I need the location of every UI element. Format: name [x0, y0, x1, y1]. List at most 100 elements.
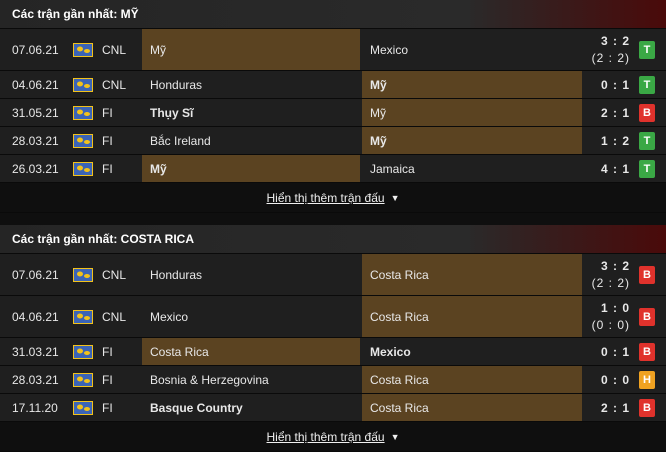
match-score[interactable]: 0 : 1: [582, 338, 632, 365]
full-time-score: 4 : 1: [600, 161, 630, 176]
full-time-score: 0 : 1: [600, 77, 630, 92]
match-row[interactable]: 17.11.20 FI Basque Country Costa Rica 2 …: [0, 394, 666, 422]
world-flag-icon: [72, 254, 94, 295]
league-code: FI: [102, 400, 113, 415]
league-code: FI: [102, 133, 113, 148]
result-badge: B: [639, 342, 655, 361]
match-row[interactable]: 28.03.21 FI Bắc Ireland Mỹ 1 : 2 T: [0, 127, 666, 155]
away-team[interactable]: Jamaica: [370, 161, 415, 176]
match-row[interactable]: 31.03.21 FI Costa Rica Mexico 0 : 1 B: [0, 338, 666, 366]
home-team[interactable]: Bắc Ireland: [150, 133, 211, 148]
home-team[interactable]: Bosnia & Herzegovina: [150, 372, 269, 387]
match-date: 26.03.21: [12, 161, 59, 176]
match-score[interactable]: 2 : 1: [582, 394, 632, 421]
caret-down-icon[interactable]: ▼: [390, 192, 400, 203]
home-team[interactable]: Basque Country: [150, 400, 243, 415]
league-code: CNL: [102, 309, 127, 324]
league-code: FI: [102, 161, 113, 176]
away-team[interactable]: Costa Rica: [362, 254, 582, 295]
show-more-link[interactable]: Hiển thị thêm trận đấu: [266, 190, 385, 205]
full-time-score: 0 : 0: [600, 372, 630, 387]
match-row[interactable]: 04.06.21 CNL Mexico Costa Rica 1 : 0 (0 …: [0, 296, 666, 338]
match-score[interactable]: 3 : 2 (2 : 2): [582, 29, 632, 70]
section-title: Các trận gần nhất: MỸ: [0, 0, 666, 29]
away-team[interactable]: Mexico: [370, 344, 411, 359]
match-score[interactable]: 4 : 1: [582, 155, 632, 182]
world-flag-icon: [72, 127, 94, 154]
half-time-score: (2 : 2): [591, 51, 630, 65]
match-date: 31.03.21: [12, 344, 59, 359]
match-date: 07.06.21: [12, 42, 59, 57]
match-date: 28.03.21: [12, 372, 59, 387]
full-time-score: 1 : 2: [600, 133, 630, 148]
home-team[interactable]: Costa Rica: [142, 338, 360, 365]
world-flag-icon: [72, 29, 94, 70]
full-time-score: 1 : 0: [600, 301, 630, 315]
show-more-link[interactable]: Hiển thị thêm trận đấu: [266, 429, 385, 444]
result-badge: T: [639, 75, 655, 94]
home-team[interactable]: Mỹ: [142, 29, 360, 70]
match-score[interactable]: 3 : 2 (2 : 2): [582, 254, 632, 295]
world-flag-icon: [72, 296, 94, 337]
away-team[interactable]: Mexico: [370, 42, 409, 57]
match-score[interactable]: 2 : 1: [582, 99, 632, 126]
league-code: FI: [102, 344, 113, 359]
match-date: 17.11.20: [12, 400, 58, 415]
caret-down-icon[interactable]: ▼: [390, 431, 400, 442]
world-flag-icon: [72, 338, 94, 365]
show-more: Hiển thị thêm trận đấu ▼: [0, 183, 666, 213]
match-date: 28.03.21: [12, 133, 59, 148]
world-flag-icon: [72, 394, 94, 421]
match-row[interactable]: 07.06.21 CNL Mỹ Mexico 3 : 2 (2 : 2) T: [0, 29, 666, 71]
home-team[interactable]: Thụy Sĩ: [150, 105, 194, 120]
match-date: 04.06.21: [12, 77, 59, 92]
league-code: FI: [102, 372, 113, 387]
section-title: Các trận gần nhất: COSTA RICA: [0, 225, 666, 254]
show-more: Hiển thị thêm trận đấu ▼: [0, 422, 666, 452]
match-row[interactable]: 04.06.21 CNL Honduras Mỹ 0 : 1 T: [0, 71, 666, 99]
result-badge: T: [639, 131, 655, 150]
result-badge: B: [639, 103, 655, 122]
league-code: FI: [102, 105, 113, 120]
match-score[interactable]: 0 : 0: [582, 366, 632, 393]
world-flag-icon: [72, 155, 94, 182]
away-team[interactable]: Mỹ: [362, 99, 582, 126]
home-team[interactable]: Mexico: [150, 309, 189, 324]
match-row[interactable]: 31.05.21 FI Thụy Sĩ Mỹ 2 : 1 B: [0, 99, 666, 127]
match-row[interactable]: 26.03.21 FI Mỹ Jamaica 4 : 1 T: [0, 155, 666, 183]
away-team[interactable]: Costa Rica: [362, 296, 582, 337]
full-time-score: 3 : 2: [600, 34, 630, 48]
home-team[interactable]: Honduras: [150, 77, 203, 92]
half-time-score: (2 : 2): [591, 276, 630, 290]
match-row[interactable]: 28.03.21 FI Bosnia & Herzegovina Costa R…: [0, 366, 666, 394]
league-code: CNL: [102, 42, 127, 57]
home-team[interactable]: Honduras: [150, 267, 203, 282]
result-badge: B: [639, 398, 655, 417]
away-team[interactable]: Mỹ: [362, 127, 582, 154]
match-score[interactable]: 1 : 0 (0 : 0): [582, 296, 632, 337]
full-time-score: 0 : 1: [600, 344, 630, 359]
match-date: 04.06.21: [12, 309, 59, 324]
match-score[interactable]: 0 : 1: [582, 71, 632, 98]
result-badge: T: [639, 40, 655, 59]
match-row[interactable]: 07.06.21 CNL Honduras Costa Rica 3 : 2 (…: [0, 254, 666, 296]
result-badge: H: [639, 370, 655, 389]
away-team[interactable]: Costa Rica: [362, 394, 582, 421]
result-badge: B: [639, 265, 655, 284]
league-code: CNL: [102, 267, 127, 282]
result-badge: T: [639, 159, 655, 178]
match-score[interactable]: 1 : 2: [582, 127, 632, 154]
full-time-score: 2 : 1: [600, 105, 630, 120]
world-flag-icon: [72, 366, 94, 393]
full-time-score: 2 : 1: [600, 400, 630, 415]
match-date: 07.06.21: [12, 267, 59, 282]
section-usa: Các trận gần nhất: MỸ 07.06.21 CNL Mỹ Me…: [0, 0, 666, 213]
league-code: CNL: [102, 77, 127, 92]
result-badge: B: [639, 307, 655, 326]
away-team[interactable]: Costa Rica: [362, 366, 582, 393]
world-flag-icon: [72, 71, 94, 98]
away-team[interactable]: Mỹ: [362, 71, 582, 98]
home-team[interactable]: Mỹ: [142, 155, 360, 182]
section-costa-rica: Các trận gần nhất: COSTA RICA 07.06.21 C…: [0, 225, 666, 452]
world-flag-icon: [72, 99, 94, 126]
